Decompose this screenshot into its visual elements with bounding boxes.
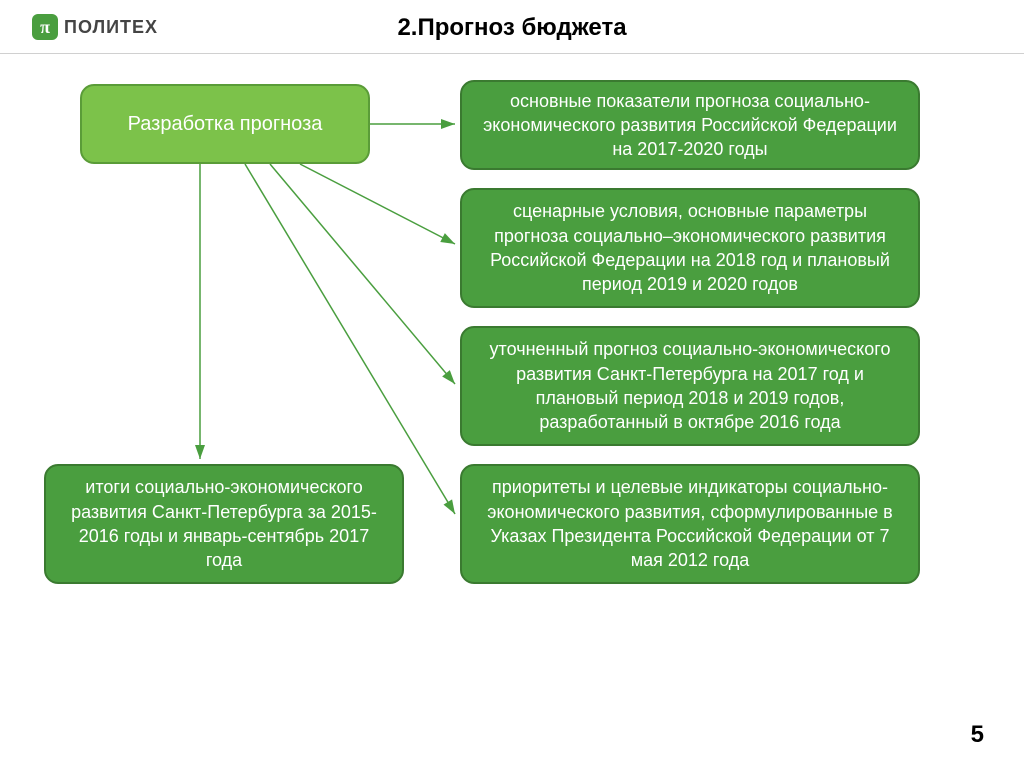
header: π ПОЛИТЕХ 2.Прогноз бюджета — [0, 0, 1024, 54]
page-title: 2.Прогноз бюджета — [0, 14, 1024, 42]
node-source: Разработка прогноза — [80, 84, 370, 164]
node-t2: сценарные условия, основные параметры пр… — [460, 188, 920, 308]
node-t3: уточненный прогноз социально-экономическ… — [460, 326, 920, 446]
node-t5: итоги социально-экономического развития … — [44, 464, 404, 584]
node-t4: приоритеты и целевые индикаторы социальн… — [460, 464, 920, 584]
diagram-canvas: Разработка прогноза основные показатели п… — [0, 54, 1024, 734]
node-t1: основные показатели прогноза социально-э… — [460, 80, 920, 170]
page-number: 5 — [971, 721, 984, 749]
